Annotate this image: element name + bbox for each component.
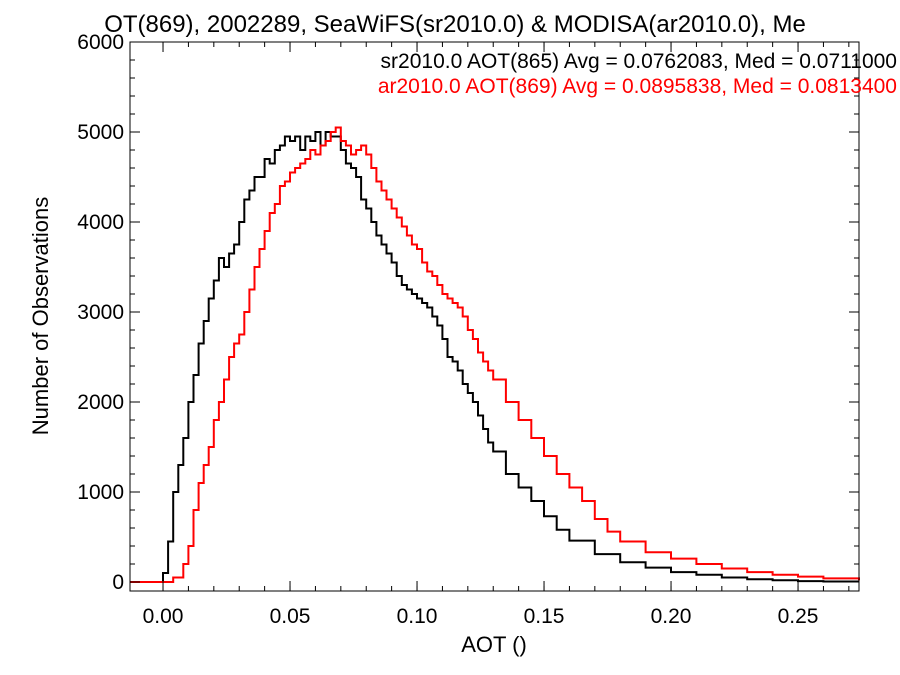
series-line-ar2010 bbox=[130, 126, 860, 583]
y-tick-label: 1000 bbox=[77, 481, 124, 504]
x-tick-label: 0.15 bbox=[524, 605, 565, 628]
ticks-layer: 0.00 0.05 0.10 0.15 0.20 0.25 0 1000 2000 3000 400… bbox=[77, 31, 859, 628]
series-line-sr2010 bbox=[130, 131, 859, 583]
chart-title: OT(869), 2002289, SeaWiFS(sr2010.0) & MO… bbox=[104, 11, 806, 38]
y-tick-label: 6000 bbox=[77, 31, 124, 54]
y-tick-label: 5000 bbox=[77, 121, 124, 144]
plot-frame bbox=[129, 41, 860, 592]
x-tick-label: 0.25 bbox=[778, 605, 819, 628]
legend-entry-ar2010: ar2010.0 AOT(869) Avg = 0.0895838, Med =… bbox=[378, 75, 897, 98]
y-axis-label: Number of Observations bbox=[28, 197, 53, 435]
legend-entry-sr2010: sr2010.0 AOT(865) Avg = 0.0762083, Med =… bbox=[381, 50, 897, 73]
y-tick-label: 4000 bbox=[77, 211, 124, 234]
x-axis-label: AOT () bbox=[461, 632, 527, 657]
x-tick-label: 0.10 bbox=[397, 605, 438, 628]
x-tick-label: 0.00 bbox=[143, 605, 184, 628]
x-tick-label: 0.20 bbox=[651, 605, 692, 628]
legend: sr2010.0 AOT(865) Avg = 0.0762083, Med =… bbox=[378, 50, 897, 98]
y-tick-label: 2000 bbox=[77, 391, 124, 414]
x-tick-label: 0.05 bbox=[270, 605, 311, 628]
series-layer bbox=[130, 126, 860, 583]
y-tick-label: 3000 bbox=[77, 301, 124, 324]
y-tick-label: 0 bbox=[112, 571, 124, 594]
